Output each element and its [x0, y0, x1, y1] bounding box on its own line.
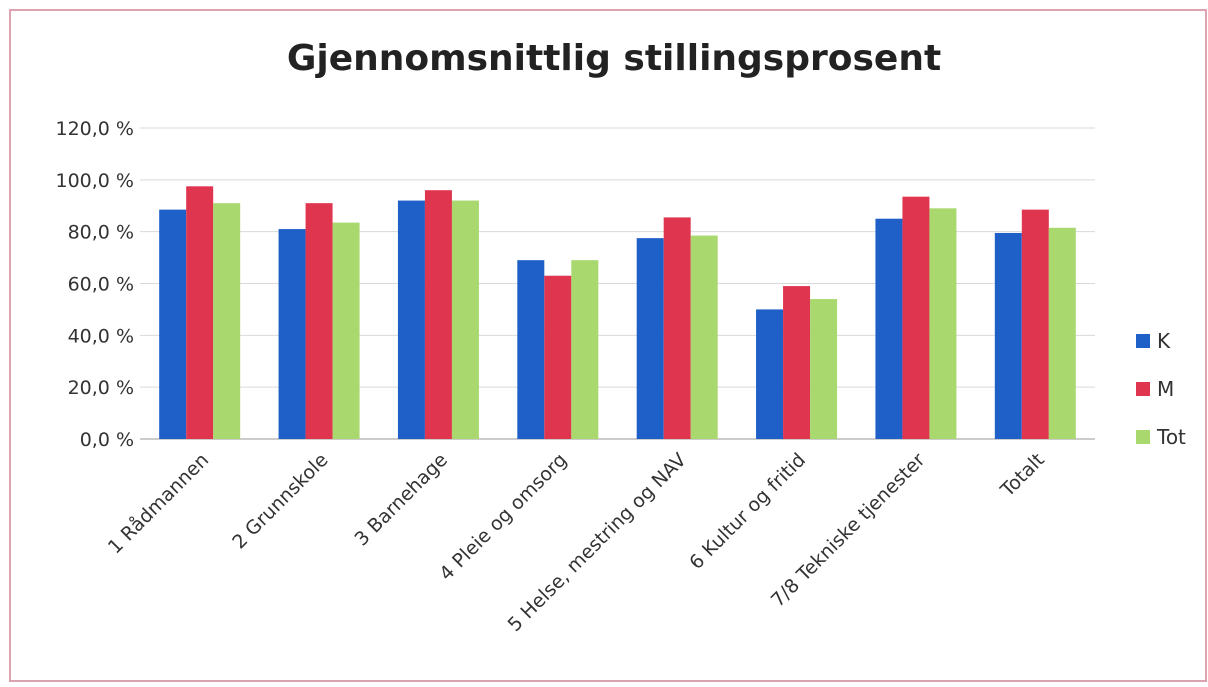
y-tick-label: 60,0 %: [68, 274, 134, 296]
bar: [159, 209, 187, 439]
bar: [875, 218, 903, 439]
bar: [810, 299, 838, 439]
bar: [902, 196, 930, 439]
bar: [517, 260, 545, 439]
y-tick-label: 20,0 %: [68, 377, 134, 399]
bar: [213, 203, 241, 439]
legend-label: K: [1157, 329, 1171, 353]
bar: [332, 222, 360, 439]
bar: [756, 309, 784, 439]
y-tick-label: 40,0 %: [68, 325, 134, 347]
y-tick-label: 80,0 %: [68, 222, 134, 244]
bar: [278, 229, 306, 439]
bar: [305, 203, 333, 439]
bar: [929, 208, 957, 439]
bar: [424, 190, 452, 439]
bar: [994, 232, 1022, 439]
bar: [663, 217, 691, 439]
bar: [1021, 209, 1049, 439]
bar: [451, 200, 479, 439]
bar: [690, 235, 718, 439]
chart-title: Gjennomsnittlig stillingsprosent: [287, 38, 941, 79]
bar: [544, 275, 572, 439]
legend-swatch: [1136, 382, 1150, 396]
y-tick-label: 0,0 %: [80, 429, 134, 451]
legend-swatch: [1136, 334, 1150, 348]
bar: [397, 200, 425, 439]
y-tick-label: 100,0 %: [56, 170, 135, 192]
legend-swatch: [1136, 430, 1150, 444]
bar: [571, 260, 599, 439]
bar: [1048, 227, 1076, 439]
y-tick-label: 120,0 %: [56, 118, 135, 140]
legend-label: M: [1157, 377, 1174, 401]
bar: [186, 186, 214, 439]
bar: [783, 286, 811, 439]
legend-label: Tot: [1156, 425, 1186, 449]
bar: [636, 238, 664, 439]
